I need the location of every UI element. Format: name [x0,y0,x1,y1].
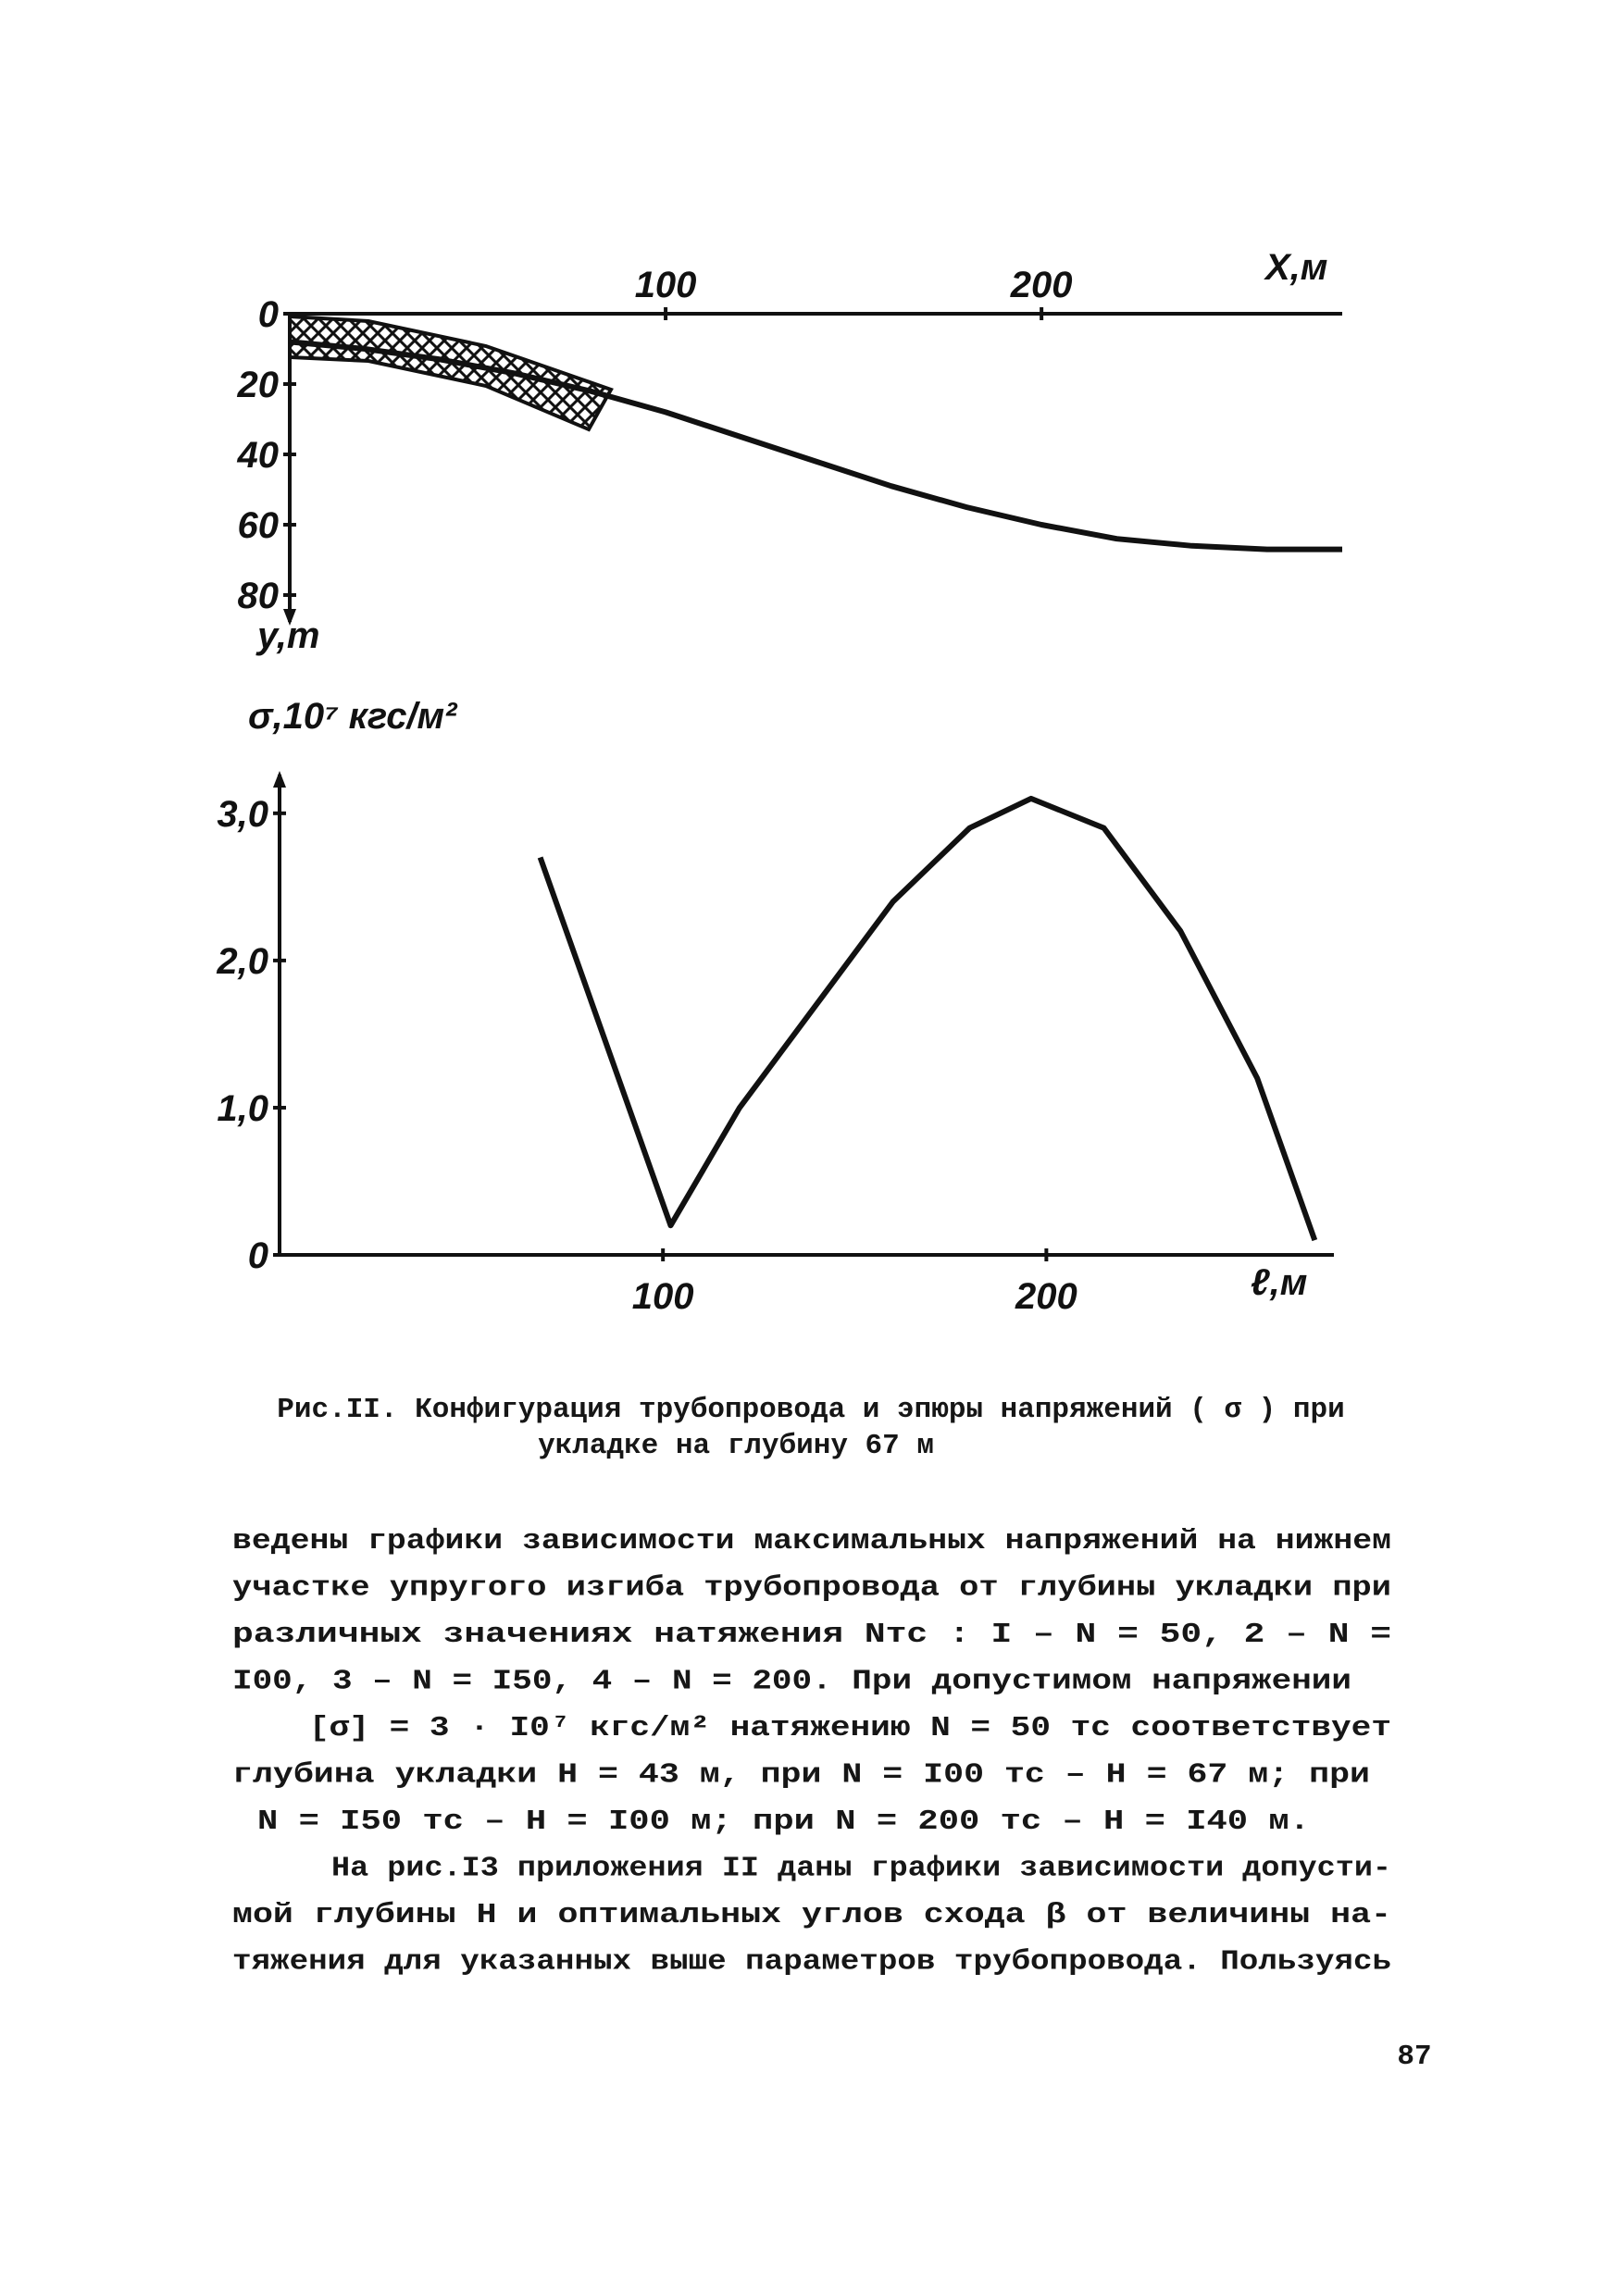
y-axis-label: y,m [255,615,319,656]
text-line: глубина укладки Н = 43 м, при N = I00 тс… [232,1759,1370,1792]
caption-line: укладке на глубину 67 м [538,1430,934,1462]
x-tick-label: 200 [1015,1276,1077,1317]
y-tick-label: 1,0 [217,1088,268,1129]
y-tick-label: 80 [238,576,280,616]
text-line: I00, 3 – N = I50, 4 – N = 200. При допус… [232,1666,1351,1698]
text-line: N = I50 тс – Н = I00 м; при N = 200 тс –… [257,1806,1310,1838]
data-line [289,339,1342,552]
axis-arrow [283,609,296,626]
caption-line: Рис.II. Конфигурация трубопровода и эпюр… [277,1394,1344,1426]
text-line: ведены графики зависимости максимальных … [232,1525,1391,1558]
y-tick-label: 0 [248,1235,268,1276]
y-tick-label: 2,0 [216,941,268,982]
text-line: мой глубины Н и оптимальных углов схода … [232,1899,1391,1931]
text-line: тяжения для указанных выше параметров тр… [232,1946,1391,1979]
y-axis-label: σ,10⁷ кгс/м² [248,696,458,737]
text-line: различных значениях натяжения Nтс : I – … [232,1619,1391,1651]
y-tick-label: 60 [238,505,280,546]
x-tick-label: 200 [1010,265,1073,305]
page-number: 87 [1397,2041,1431,2073]
data-line [537,795,1318,1242]
x-axis-label: X,м [1264,247,1327,288]
x-tick-label: 100 [635,265,697,305]
text-line: [σ] = 3 · I0⁷ кгс/м² натяжению N = 50 тс… [309,1712,1391,1744]
y-tick-label: 20 [237,365,280,405]
y-tick-label: 40 [237,435,280,476]
y-tick-label: 3,0 [217,794,268,835]
text-line: На рис.I3 приложения II даны графики зав… [331,1853,1391,1885]
axis-arrow [273,771,286,788]
x-tick-label: 100 [632,1276,694,1317]
text-line: участке упругого изгиба трубопровода от … [232,1572,1391,1605]
x-axis-label: ℓ,м [1251,1262,1307,1303]
pipe-hatch [288,314,614,432]
y-tick-label: 0 [258,294,279,335]
